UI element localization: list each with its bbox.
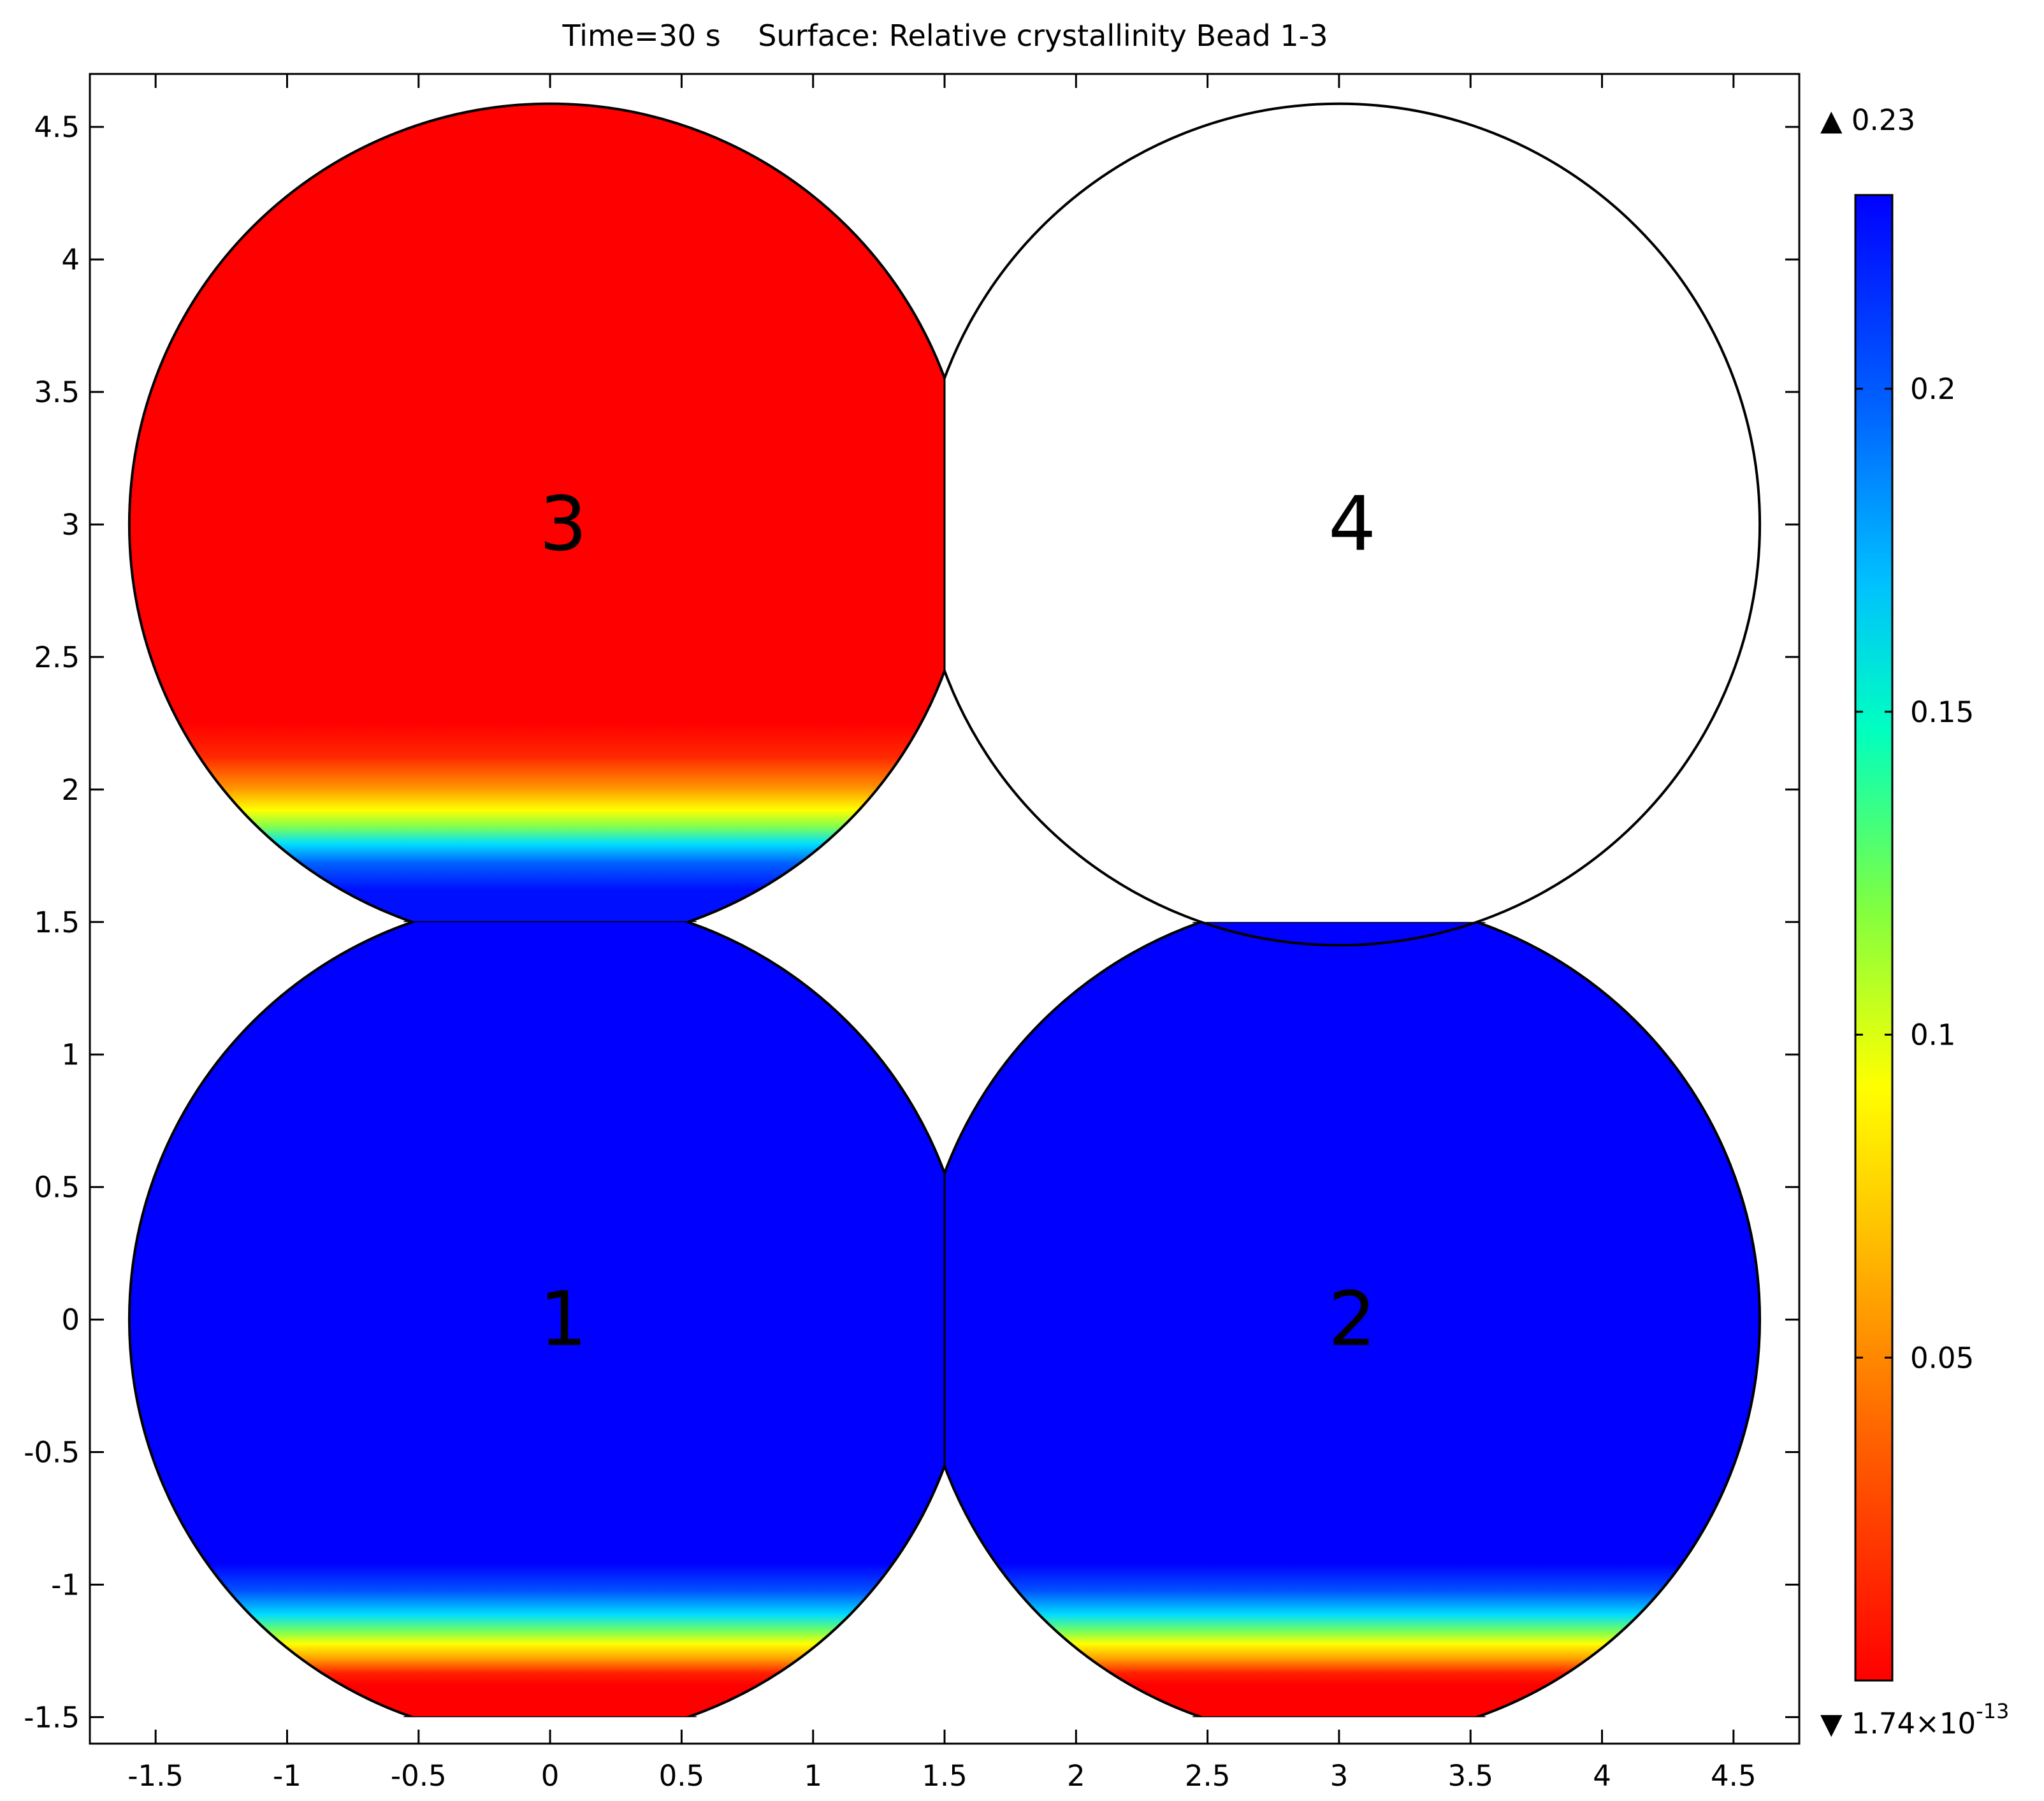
- colorbar-max-label: ▲ 0.23: [1820, 103, 1915, 137]
- x-tick-label: 4.5: [1711, 1759, 1757, 1793]
- y-tick-label: 2.5: [34, 640, 80, 674]
- y-tick-label: 3.5: [34, 375, 80, 409]
- bead-4: [945, 102, 1761, 946]
- colorbar-tick-label: 0.2: [1910, 372, 1956, 406]
- bead-1-label: 1: [539, 1275, 587, 1363]
- colorbar-min-exponent: -13: [1976, 1699, 2009, 1723]
- bead-3: [128, 102, 945, 922]
- x-tick-label: 3: [1330, 1759, 1349, 1793]
- bead-3-label: 3: [539, 480, 587, 568]
- y-tick-label: 0: [61, 1303, 80, 1337]
- colorbar-min-label: ▼ 1.74×10-13: [1820, 1699, 2009, 1740]
- y-tick-label: -1.5: [24, 1700, 80, 1734]
- y-tick-label: -0.5: [24, 1436, 80, 1470]
- colorbar-min-mantissa: ▼ 1.74×10: [1820, 1707, 1976, 1740]
- y-tick-label: 1: [61, 1038, 80, 1072]
- y-tick-label: 4.5: [34, 110, 80, 144]
- bead-3-surface: [128, 102, 945, 922]
- y-tick-label: 3: [61, 508, 80, 542]
- colorbar-bar: [1854, 194, 1894, 1682]
- colorbar-tick-label: 0.05: [1910, 1341, 1974, 1375]
- x-tick-label: 1.5: [922, 1759, 968, 1793]
- x-tick-label: 2: [1067, 1759, 1085, 1793]
- y-tick-label: 0.5: [34, 1171, 80, 1204]
- bead-4-label: 4: [1328, 480, 1376, 568]
- bead-2: [945, 922, 1761, 1718]
- x-tick-labels: -1.5 -1 -0.5 0 0.5 1 1.5 2 2.5 3 3.5 4 4.5: [127, 1759, 1756, 1793]
- x-tick-label: -1: [273, 1759, 301, 1793]
- x-tick-label: 2.5: [1185, 1759, 1231, 1793]
- beads-layer: 1 2 3 4: [128, 102, 1761, 1718]
- y-tick-label: -1: [51, 1568, 80, 1602]
- x-tick-label: 4: [1593, 1759, 1611, 1793]
- y-tick-labels: 4.5 4 3.5 3 2.5 2 1.5 1 0.5 0 -0.5 -1 -1.5: [24, 110, 80, 1734]
- x-tick-label: -0.5: [391, 1759, 447, 1793]
- x-tick-label: 0.5: [659, 1759, 705, 1793]
- y-tick-label: 1.5: [34, 906, 80, 939]
- x-tick-label: 0: [541, 1759, 560, 1793]
- colorbar-ticks: 0.2 0.15 0.1 0.05: [1855, 372, 1974, 1375]
- x-tick-label: 3.5: [1447, 1759, 1493, 1793]
- x-tick-label: -1.5: [127, 1759, 184, 1793]
- colorbar-tick-label: 0.1: [1910, 1018, 1956, 1052]
- bead-4-surface: [945, 102, 1761, 946]
- colorbar-tick-label: 0.15: [1910, 695, 1974, 729]
- bead-2-label: 2: [1328, 1275, 1376, 1363]
- x-tick-label: 1: [804, 1759, 822, 1793]
- chart-title: Time=30 s Surface: Relative crystallinit…: [562, 18, 1328, 53]
- bead-2-surface: [945, 922, 1761, 1718]
- colorbar: 0.2 0.15 0.1 0.05 ▲ 0.23 ▼ 1.74×10-13: [1820, 103, 2009, 1740]
- y-tick-label: 2: [61, 773, 80, 807]
- axis-ticks: [90, 74, 1799, 1744]
- y-tick-label: 4: [61, 243, 80, 277]
